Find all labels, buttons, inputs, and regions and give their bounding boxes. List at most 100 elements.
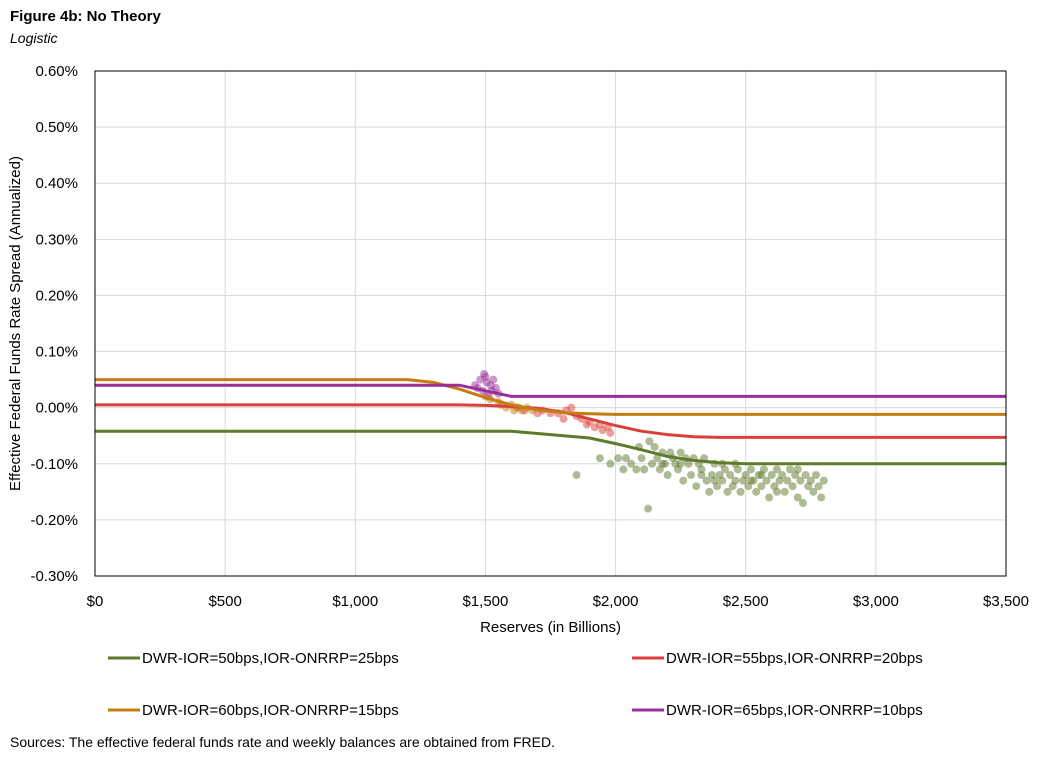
scatter-point [572,471,581,479]
line-layer [95,378,1006,466]
y-tick-label: -0.20% [30,512,78,529]
scatter-point [687,471,696,479]
y-axis-title: Effective Federal Funds Rate Spread (Ann… [7,156,24,491]
series-line [95,383,1006,398]
scatter-point [648,459,657,468]
y-tick-label: 0.00% [35,400,78,417]
y-tick-label: 0.20% [35,287,78,304]
scatter-point [780,487,789,496]
figure-subtitle: Logistic [10,30,58,46]
y-tick-label: 0.30% [35,231,78,248]
x-tick-label: $2,000 [593,593,639,610]
scatter-point [798,499,807,508]
scatter-point [606,459,615,468]
series-line [95,429,1006,466]
scatter-point [762,476,771,485]
scatter-point [692,482,701,491]
scatter-point [637,454,646,463]
scatter-point [653,454,662,463]
scatter-point [627,459,636,468]
y-tick-label: 0.50% [35,119,78,136]
scatter-point [778,471,787,479]
plot-border [94,70,1007,577]
y-tick-label: -0.10% [30,456,78,473]
legend-label: DWR-IOR=60bps,IOR-ONRRP=15bps [142,702,399,719]
scatter-point [757,471,766,479]
scatter-point [679,476,688,485]
scatter-point [731,476,740,485]
legend-label: DWR-IOR=55bps,IOR-ONRRP=20bps [666,650,923,667]
x-tick-label: $500 [208,593,241,610]
y-tick-label: 0.60% [35,63,78,80]
scatter-point [726,471,735,479]
scatter-point [811,471,820,479]
scatter-point [772,465,781,474]
scatter-point [684,459,693,468]
figure-title: Figure 4b: No Theory [10,8,161,25]
x-tick-label: $1,000 [332,593,378,610]
scatter-point [793,493,802,502]
legend-label: DWR-IOR=50bps,IOR-ONRRP=25bps [142,650,399,667]
scatter-point [767,471,776,479]
scatter-point [663,471,672,479]
scatter-point [606,428,615,437]
scatter-point [757,482,766,491]
scatter-point [752,487,761,496]
x-tick-labels: $0 $500 $1,000 $1,500 $2,000 $2,500 $3,000 $3,5… [87,593,1029,610]
scatter-point [718,476,727,485]
scatter-point [772,487,781,496]
y-tick-labels: -0.30% -0.20% -0.10% 0.00% 0.10% 0.20% 0.30% 0.… [30,63,78,585]
scatter-point [723,487,732,496]
scatter-point [788,482,797,491]
chart-svg: -0.30% -0.20% -0.10% 0.00% 0.10% 0.20% 0.30% 0.… [7,63,1029,719]
series-line [95,403,1006,439]
scatter-layer [471,370,828,513]
y-tick-label: -0.30% [30,568,78,585]
scatter-point [809,487,818,496]
scatter-point [746,476,755,485]
scatter-point [819,476,828,485]
scatter-point [650,442,659,451]
scatter-point [595,454,604,463]
scatter-point [676,448,685,457]
scatter-point [658,459,667,468]
scatter-point [793,465,802,474]
x-axis-title: Reserves (in Billions) [480,619,621,636]
x-tick-label: $3,000 [853,593,899,610]
scatter-point [676,459,685,468]
scatter-point [644,504,653,513]
scatter-point [741,471,750,479]
scatter-point [614,454,623,463]
x-tick-label: $1,500 [462,593,508,610]
scatter-point [632,465,641,474]
scatter-point [705,487,714,496]
scatter-point [783,476,792,485]
scatter-point [619,465,628,474]
scatter-point [567,403,576,412]
scatter-point [765,493,774,502]
scatter-point [806,476,815,485]
scatter-point [645,437,654,446]
scatter-point [710,476,719,485]
scatter-point [814,482,823,491]
scatter-point [559,414,568,423]
scatter-point [785,465,794,474]
scatter-point [736,487,745,496]
scatter-point [489,375,498,384]
x-tick-label: $0 [87,593,104,610]
scatter-point [697,465,706,474]
x-tick-label: $3,500 [983,593,1029,610]
scatter-point [746,465,755,474]
grid [94,70,1007,577]
series-line [95,378,1006,416]
source-note: Sources: The effective federal funds rat… [10,734,556,750]
y-tick-label: 0.10% [35,344,78,361]
scatter-point [480,370,489,378]
legend: DWR-IOR=50bps,IOR-ONRRP=25bps DWR-IOR=55b… [108,650,923,719]
scatter-point [640,465,649,474]
scatter-point [621,454,630,463]
scatter-point [817,493,826,502]
scatter-point [796,476,805,485]
legend-label: DWR-IOR=65bps,IOR-ONRRP=10bps [666,702,923,719]
y-tick-label: 0.40% [35,175,78,192]
